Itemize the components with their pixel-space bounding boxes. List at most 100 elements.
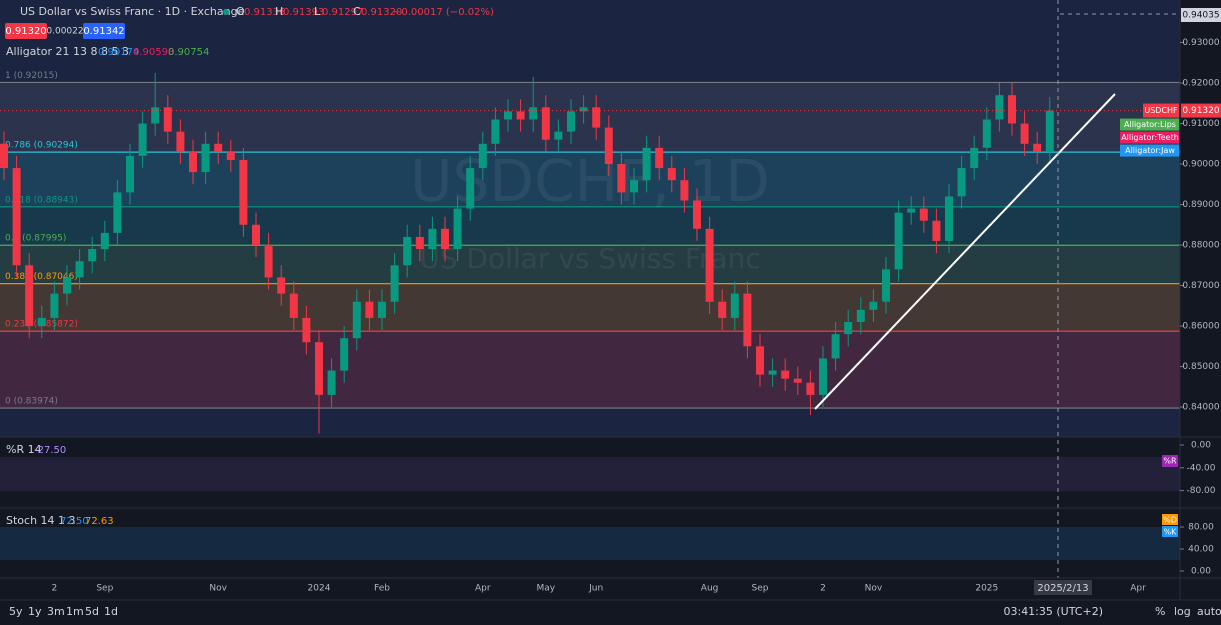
candle-body xyxy=(340,338,349,371)
candle-body xyxy=(957,168,966,197)
range-button[interactable]: 1y xyxy=(28,605,42,618)
candle-body xyxy=(1045,110,1054,152)
fib-band xyxy=(0,206,1180,246)
candle-body xyxy=(1033,143,1042,152)
candle-body xyxy=(327,370,336,395)
candle-body xyxy=(365,301,374,318)
stoch-label: Stoch 14 1 3 xyxy=(6,514,76,527)
y-tick-label: 0.93000 xyxy=(1182,38,1219,48)
legend-tag xyxy=(1120,131,1179,144)
candle-body xyxy=(226,151,235,160)
candle-body xyxy=(37,317,46,327)
candle-body xyxy=(88,249,97,262)
range-button[interactable]: 1d xyxy=(104,605,118,618)
candle-body xyxy=(743,293,752,347)
range-button[interactable]: 5y xyxy=(9,605,23,618)
buy-button[interactable] xyxy=(83,23,125,39)
candle-body xyxy=(718,301,727,318)
x-tick-label: 2 xyxy=(52,584,58,594)
candle-body xyxy=(995,95,1004,120)
x-tick-label: 2 xyxy=(820,584,826,594)
x-tick-label: Apr xyxy=(475,584,491,594)
candle-body xyxy=(302,317,311,343)
candle-body xyxy=(592,107,601,128)
candle-body xyxy=(907,208,916,213)
fib-label: 0.5 (0.87995) xyxy=(5,234,66,244)
range-button[interactable]: 1m xyxy=(66,605,84,618)
wr-tag-bg xyxy=(1162,455,1178,467)
x-tick-label: 2024 xyxy=(308,584,331,594)
x-axis: 2 Sep Nov 2024 Feb Apr May Jun Aug Sep 2 Nov 2025 Apr xyxy=(52,584,1147,594)
candle-body xyxy=(982,119,991,148)
ohlc-value: 0.91320 xyxy=(361,7,402,18)
candle-body xyxy=(504,111,512,120)
candle-body xyxy=(970,147,979,169)
legend-entry: Alligator:Jaw xyxy=(1125,146,1175,155)
x-tick-label: Aug xyxy=(701,584,719,594)
range-button[interactable]: 5d xyxy=(85,605,99,618)
y-tick-label: 0.88000 xyxy=(1182,241,1219,251)
scale-option[interactable]: log xyxy=(1174,605,1191,618)
candle-body xyxy=(126,155,134,193)
candle-body xyxy=(403,236,412,266)
x-tick-label: Apr xyxy=(1130,584,1146,594)
candle-body xyxy=(201,143,210,173)
candle-body xyxy=(705,228,714,302)
range-button[interactable]: 3m xyxy=(47,605,65,618)
candle-body xyxy=(617,164,626,193)
symbol-name: USDCHF xyxy=(1144,106,1178,115)
wr-label: %R 14 xyxy=(6,443,42,456)
candle-body xyxy=(642,147,651,181)
indicator: Alligator 21 13 8 8 5 3 xyxy=(6,45,129,58)
y-tick-label: 0.86000 xyxy=(1182,322,1219,332)
candle-body xyxy=(75,261,84,278)
candle-body xyxy=(919,208,928,221)
candle-body xyxy=(176,131,185,152)
candle-body xyxy=(138,123,147,156)
osc-tick-label: 0.00 xyxy=(1191,441,1211,451)
scale-option[interactable]: % xyxy=(1155,605,1165,618)
clock: 03:41:35 (UTC+2) xyxy=(1003,605,1103,618)
candle-body xyxy=(667,168,676,181)
ohlc-key: O xyxy=(236,5,245,18)
fib-band xyxy=(0,331,1180,409)
candle-body xyxy=(806,382,815,395)
fib-label: 0 (0.83974) xyxy=(5,397,58,407)
y-axis: 0.84000 0.85000 0.86000 0.87000 0.88000 0.890… xyxy=(1180,38,1220,413)
candle-body xyxy=(239,159,248,225)
ohlc-key: L xyxy=(314,5,321,18)
sell-price[interactable]: 0.91320 xyxy=(5,26,46,37)
candle-body xyxy=(1020,123,1029,144)
last-price-tag xyxy=(1181,103,1221,118)
candle-body xyxy=(730,293,739,318)
sell-button[interactable] xyxy=(5,23,47,39)
candle-body xyxy=(869,301,878,310)
scale-option[interactable]: auto xyxy=(1197,605,1221,618)
y-tick-label: 0.92000 xyxy=(1182,79,1219,89)
x-tick-label: Feb xyxy=(374,584,390,594)
buy-price[interactable]: 0.91342 xyxy=(83,26,124,37)
candle-body xyxy=(882,269,890,302)
candle-body xyxy=(428,228,437,250)
candle-body xyxy=(567,111,575,132)
osc-tick-label: -80.00 xyxy=(1186,486,1215,496)
oscillator-axes: 0.00 -40.00 -80.00 0.00 40.00 80.00 %R %D %K xyxy=(1162,441,1216,577)
candle-body xyxy=(214,143,223,152)
candle-body xyxy=(478,143,487,169)
fib-band xyxy=(0,283,1180,332)
candle-body xyxy=(529,107,538,120)
candle-body xyxy=(541,107,550,140)
candle-body xyxy=(1008,95,1016,124)
price-axis xyxy=(1180,0,1221,600)
candle-body xyxy=(113,192,122,233)
legend-tag xyxy=(1120,144,1179,157)
candle-body xyxy=(453,208,462,250)
last-price: 0.91320 xyxy=(1182,106,1219,116)
y-tick-label: 0.90000 xyxy=(1182,160,1219,170)
fib-label: 0.382 (0.87046) xyxy=(5,272,78,282)
title: US Dollar vs Swiss Franc · 1D · Exchange xyxy=(20,5,245,18)
candle-body xyxy=(491,119,500,144)
legend-tag xyxy=(1120,118,1179,131)
x-tick-label: Nov xyxy=(865,584,883,594)
